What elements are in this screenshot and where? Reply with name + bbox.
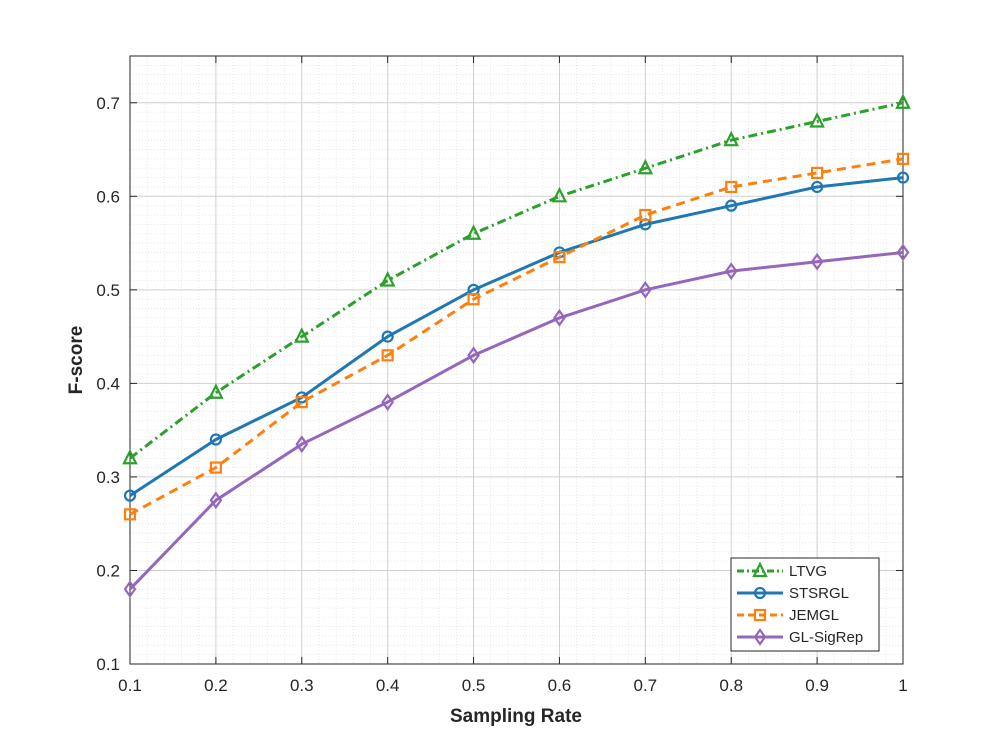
data-point-stsrgl [381, 330, 394, 343]
data-point-gl-sigrep [724, 262, 738, 281]
data-point-gl-sigrep [381, 393, 395, 411]
data-point-gl-sigrep [810, 252, 824, 271]
legend-label-stsrgl: STSRGL [789, 585, 849, 602]
data-point-ltvg [122, 448, 138, 465]
data-point-ltvg [379, 271, 396, 287]
legend-label-gl-sigrep: GL-SigRep [789, 629, 863, 646]
x-tick-label: 1 [898, 676, 907, 695]
y-tick-label: 0.2 [96, 561, 120, 580]
series-gl-sigrep [123, 243, 910, 599]
data-point-ltvg [208, 383, 224, 399]
data-point-jemgl [553, 251, 566, 264]
data-point-jemgl [811, 166, 824, 180]
legend-marker-ltvg [752, 561, 768, 578]
x-tick-label: 0.5 [462, 676, 486, 695]
legend-item-gl-sigrep: GL-SigRep [737, 628, 863, 646]
data-point-ltvg [637, 158, 654, 175]
data-point-jemgl [209, 461, 222, 474]
data-point-jemgl [639, 208, 652, 222]
legend-label-jemgl: JEMGL [789, 607, 839, 624]
axes-box [129, 55, 904, 665]
series-stsrgl [123, 171, 910, 502]
y-axis-label: F-score [66, 326, 87, 395]
series-jemgl [123, 152, 910, 521]
y-tick-label: 0.5 [96, 281, 120, 300]
series-line-jemgl [129, 157, 904, 516]
data-point-ltvg [465, 224, 482, 240]
data-point-gl-sigrep [209, 491, 223, 510]
x-axis-label: Sampling Rate [450, 706, 582, 727]
series-line-gl-sigrep [128, 250, 904, 591]
y-tick-label: 0.6 [96, 187, 120, 206]
legend-marker-stsrgl [753, 586, 767, 600]
series-layer [122, 93, 911, 599]
data-point-gl-sigrep [295, 435, 309, 454]
data-point-stsrgl [123, 489, 137, 502]
x-tick-label: 0.3 [290, 676, 314, 695]
data-point-jemgl [381, 349, 394, 362]
legend-label-ltvg: LTVG [789, 563, 827, 580]
x-tick-label: 0.2 [204, 676, 228, 695]
axes-frame [129, 55, 904, 665]
x-tick-label: 0.9 [805, 676, 829, 695]
data-point-ltvg [551, 186, 568, 203]
x-tick-label: 0.7 [634, 676, 658, 695]
x-tick-label: 0.1 [118, 676, 142, 695]
data-point-jemgl [896, 152, 910, 165]
legend-item-stsrgl: STSRGL [737, 585, 849, 602]
x-tick-label: 0.8 [719, 676, 743, 695]
data-point-jemgl [123, 508, 137, 521]
y-tick-label: 0.1 [96, 655, 120, 674]
data-point-stsrgl [209, 433, 222, 446]
data-point-gl-sigrep [638, 280, 652, 299]
data-point-jemgl [725, 180, 738, 194]
data-point-gl-sigrep [123, 580, 137, 599]
data-point-gl-sigrep [467, 346, 480, 365]
legend-item-ltvg: LTVG [737, 561, 827, 580]
y-tick-label: 0.4 [96, 374, 120, 393]
data-point-stsrgl [725, 199, 738, 212]
series-line-ltvg [129, 101, 904, 460]
x-tick-label: 0.4 [376, 676, 400, 695]
tick-labels: 0.1 0.2 0.3 0.4 0.5 0.6 0.7 0.8 0.9 1 0.1 0.2 0.3 0.4… [96, 94, 907, 695]
legend-item-jemgl: JEMGL [737, 607, 839, 624]
legend-marker-gl-sigrep [753, 628, 767, 646]
x-tick-label: 0.6 [548, 676, 572, 695]
data-point-jemgl [467, 293, 480, 306]
data-point-gl-sigrep [553, 309, 566, 327]
legend: LTVG STSRGL JEMGL GL-SigRep [730, 557, 880, 652]
data-point-ltvg [723, 130, 740, 147]
data-point-ltvg [895, 93, 911, 109]
data-point-jemgl [295, 395, 308, 409]
data-point-ltvg [293, 327, 310, 343]
series-ltvg [122, 93, 911, 465]
minor-grid [130, 55, 903, 664]
data-point-ltvg [809, 112, 825, 128]
legend-marker-jemgl [753, 608, 767, 622]
series-line-stsrgl [129, 176, 904, 497]
y-tick-label: 0.3 [96, 468, 120, 487]
data-point-gl-sigrep [896, 243, 910, 262]
data-point-stsrgl [811, 180, 824, 194]
y-tick-label: 0.7 [96, 94, 120, 113]
data-point-stsrgl [896, 171, 910, 184]
